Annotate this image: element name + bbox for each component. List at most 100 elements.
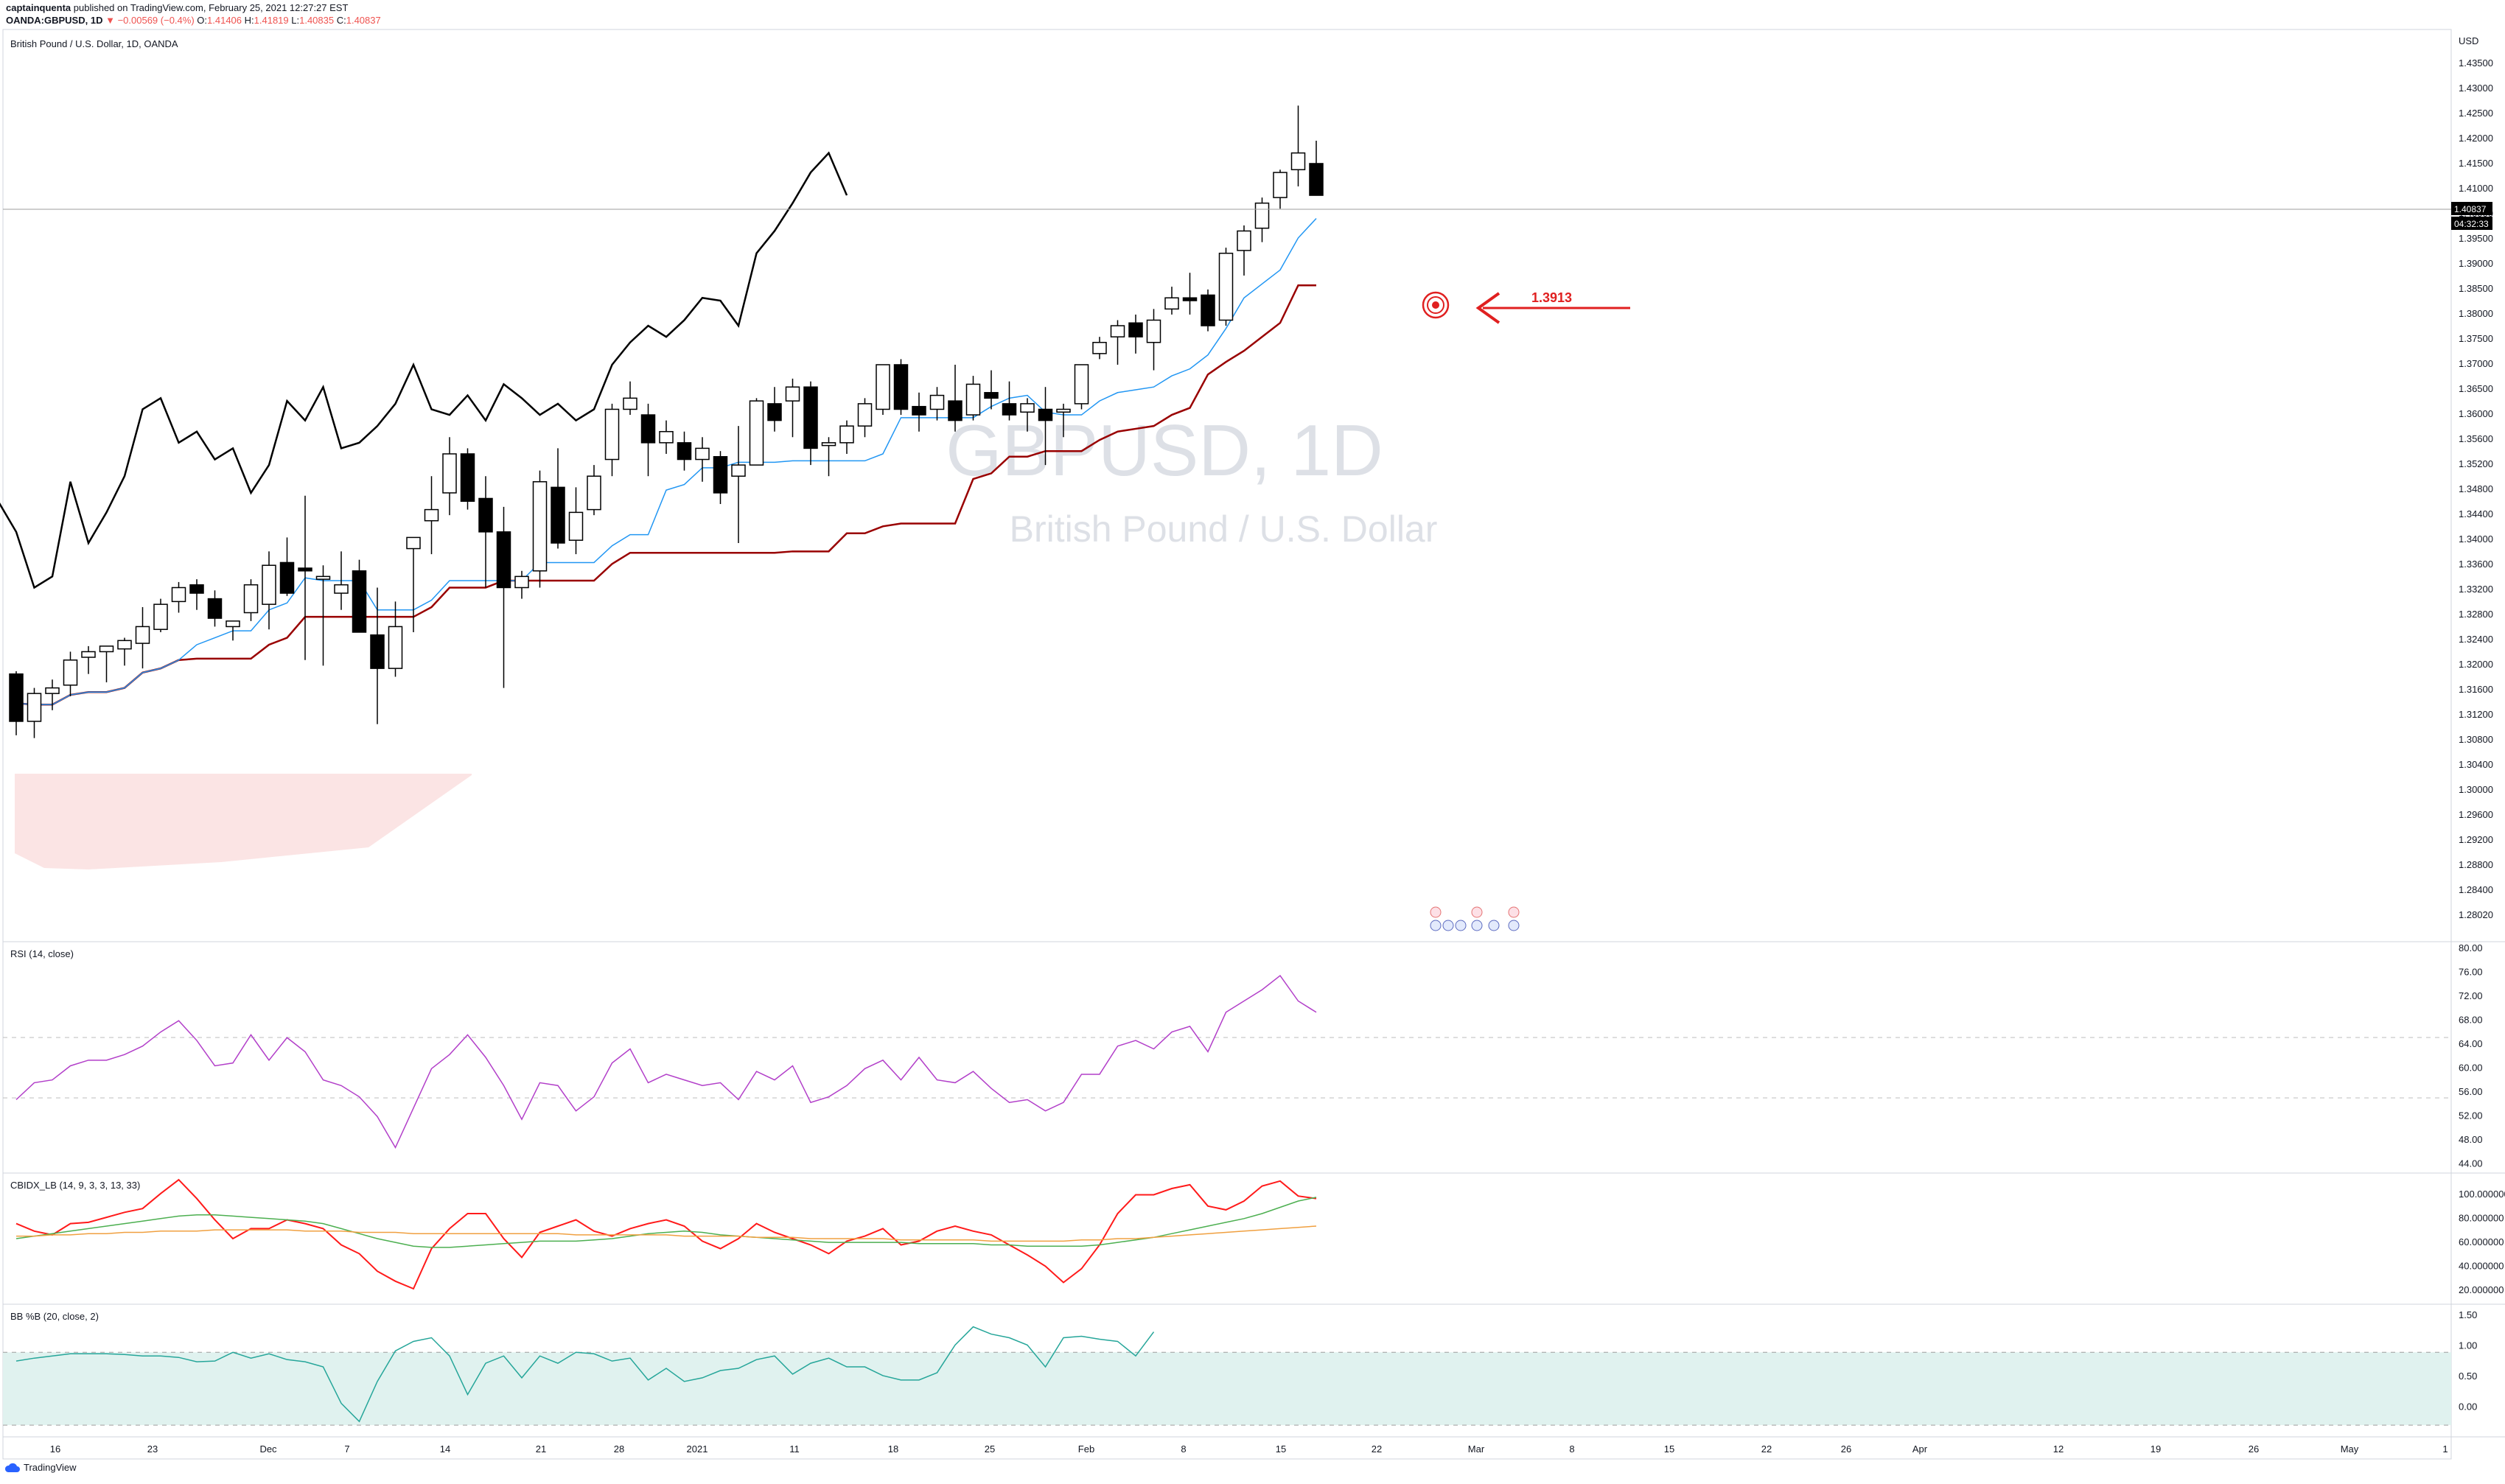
last-price-tag: [2451, 202, 2492, 215]
candle: [1273, 169, 1288, 209]
candle: [352, 559, 367, 633]
target-ring-outer: [1422, 291, 1450, 319]
candle-body: [514, 575, 529, 589]
candle-body: [857, 403, 873, 427]
price-tick-label: 1.30400: [2459, 759, 2493, 770]
candle-body: [117, 640, 132, 650]
candle-body: [171, 587, 186, 603]
time-tick-label: 18: [888, 1443, 898, 1455]
rsi-axis[interactable]: 80.00 76.00 72.00 68.00 64.00 60.00 56.00 52.00…: [2459, 942, 2483, 1169]
rsi-pane-title[interactable]: RSI (14, close): [10, 948, 74, 959]
candle: [99, 645, 114, 683]
cbidx-series-line: [16, 1225, 1317, 1242]
candle-body: [695, 447, 710, 461]
bb-line: [15, 1326, 1155, 1423]
candle: [731, 426, 746, 543]
main-price-axis[interactable]: 1.43500 1.43000 1.42500 1.42000 1.41500 1.410…: [2459, 57, 2493, 920]
cbidx-axis[interactable]: 100.000000 80.000000 60.000000 40.000000 20.…: [2459, 1189, 2505, 1295]
candle-body: [1074, 364, 1089, 405]
candle-body: [406, 536, 421, 550]
candle: [478, 476, 493, 588]
event-icon: [1471, 906, 1483, 918]
time-tick-label: 21: [536, 1443, 546, 1455]
rsi-tick-label: 64.00: [2459, 1038, 2483, 1049]
candle-body: [713, 456, 728, 494]
candle: [460, 448, 475, 510]
candle-body: [45, 687, 60, 694]
candle: [63, 651, 78, 696]
bb-axis[interactable]: 1.50 1.00 0.50 0.00: [2459, 1309, 2477, 1413]
time-tick-label: 11: [789, 1443, 800, 1455]
candle: [514, 570, 529, 599]
candle: [117, 637, 132, 666]
candle-body: [189, 584, 204, 594]
candle: [1002, 381, 1017, 421]
time-tick-label: 28: [614, 1443, 624, 1455]
candle: [207, 590, 223, 627]
candle: [857, 398, 873, 438]
candle-body: [442, 453, 457, 494]
candle: [948, 364, 962, 432]
event-icon: [1430, 920, 1442, 931]
price-tick-label: 1.31200: [2459, 709, 2493, 720]
candle-body: [207, 598, 223, 619]
price-tick-label: 1.41000: [2459, 183, 2493, 194]
rsi-tick-label: 72.00: [2459, 990, 2483, 1001]
name-watermark: British Pound / U.S. Dollar: [1010, 508, 1438, 550]
candle: [1254, 197, 1270, 242]
price-tick-label: 1.28800: [2459, 859, 2493, 870]
candle-body: [1146, 319, 1161, 343]
candle: [262, 551, 276, 630]
candle: [496, 506, 511, 688]
price-tick-label: 1.36000: [2459, 408, 2493, 419]
candle-body: [749, 400, 764, 466]
candle-body: [893, 364, 909, 410]
publish-info: captainquenta published on TradingView.c…: [6, 2, 348, 14]
candle: [604, 403, 620, 477]
price-tick-label: 1.39000: [2459, 258, 2493, 269]
bb-tick-label: 0.00: [2459, 1401, 2477, 1413]
candle: [81, 645, 96, 674]
economic-event-icons[interactable]: [1430, 906, 1520, 931]
candle: [153, 598, 168, 632]
candle-body: [315, 575, 331, 580]
candle: [623, 381, 637, 416]
tradingview-footer[interactable]: TradingView: [4, 1462, 77, 1473]
cbidx-tick-label: 20.000000: [2459, 1284, 2504, 1295]
cbidx-series-line: [15, 1178, 1317, 1290]
candle: [1290, 105, 1306, 186]
candle: [279, 537, 295, 596]
price-tick-label: 1.35600: [2459, 433, 2493, 444]
price-tick-label: 1.31600: [2459, 684, 2493, 695]
bb-tick-label: 1.00: [2459, 1340, 2477, 1351]
publisher-name[interactable]: captainquenta: [6, 2, 71, 13]
time-tick-label: 8: [1181, 1443, 1186, 1455]
price-annotation[interactable]: 1.3913: [1422, 290, 1630, 324]
price-tick-label: 1.39500: [2459, 233, 2493, 244]
candle: [226, 620, 240, 641]
candle: [315, 565, 331, 666]
candle: [189, 579, 204, 610]
time-tick-label: 22: [1372, 1443, 1382, 1455]
ohlc-legend: OANDA:GBPUSD, 1D ▼ −0.00569 (−0.4%) O:1.…: [6, 15, 381, 27]
rsi-tick-label: 60.00: [2459, 1063, 2483, 1074]
candle: [298, 495, 312, 660]
cloud-bull-fill: [472, 18, 2451, 824]
candle: [893, 359, 909, 416]
candle-body: [496, 531, 511, 589]
candle-body: [9, 673, 24, 722]
bb-pane-title[interactable]: BB %B (20, close, 2): [10, 1311, 99, 1322]
open-label: O:: [197, 15, 208, 26]
candle-body: [424, 508, 439, 522]
candle-body: [876, 364, 890, 410]
main-pane-title[interactable]: British Pound / U.S. Dollar, 1D, OANDA: [10, 38, 178, 49]
event-icon: [1508, 920, 1520, 931]
time-tick-label: 1: [2442, 1443, 2448, 1455]
candle-body: [279, 561, 295, 594]
price-tick-label: 1.28400: [2459, 884, 2493, 895]
candle: [1038, 387, 1053, 466]
time-axis[interactable]: 16 23 Dec 7 14 21 28 2021 11 18 25 Feb 8 15 22 Mar 8 15 22…: [50, 1443, 2448, 1455]
cbidx-pane-title[interactable]: CBIDX_LB (14, 9, 3, 3, 13, 33): [10, 1180, 140, 1191]
annotation-arrow-head: [1475, 292, 1500, 324]
